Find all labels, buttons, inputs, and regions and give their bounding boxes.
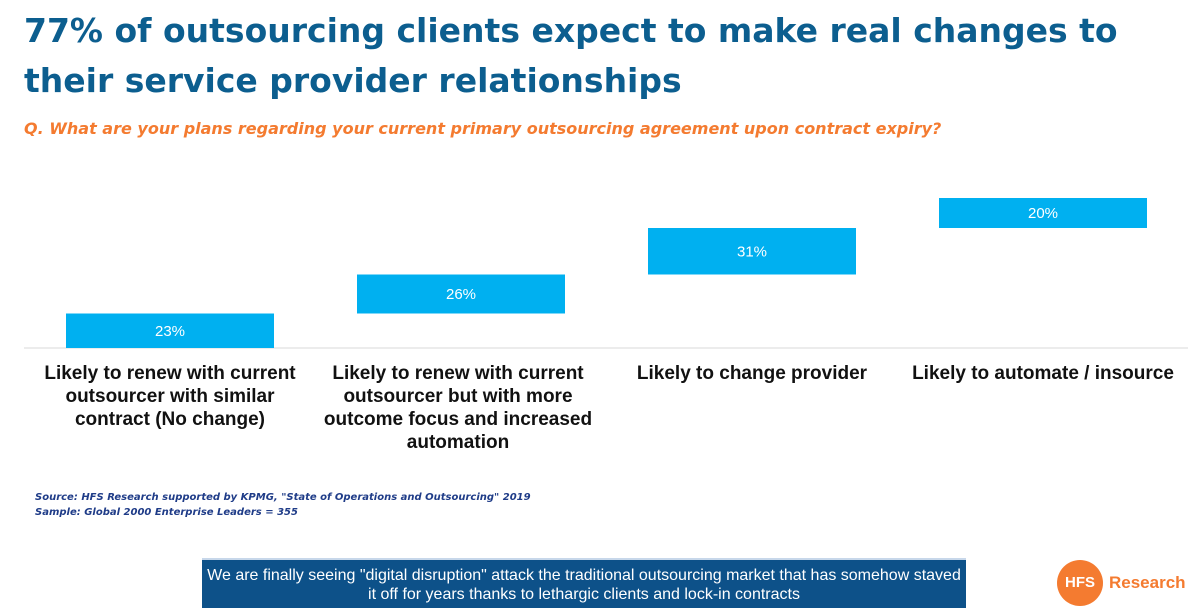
category-label-4: Likely to automate / insource: [912, 363, 1174, 384]
survey-question: Q. What are your plans regarding your cu…: [24, 119, 942, 138]
waterfall-chart: 23% 26% 31% 20%: [24, 198, 1188, 349]
callout-banner: We are finally seeing "digital disruptio…: [202, 558, 966, 608]
page-title: 77% of outsourcing clients expect to mak…: [24, 11, 1118, 100]
data-label-2: 26%: [446, 286, 476, 303]
hfs-logo: HFS Research: [1057, 560, 1197, 606]
bar-4: [939, 198, 1147, 228]
sample-text: Sample: Global 2000 Enterprise Leaders =…: [35, 507, 298, 518]
logo-mark: HFS: [1057, 560, 1103, 606]
data-label-1: 23%: [155, 323, 185, 340]
category-label-1: Likely to renew with current outsourcer …: [44, 363, 296, 430]
source-text: Source: HFS Research supported by KPMG, …: [35, 492, 531, 503]
logo-wordmark: Research: [1109, 573, 1186, 592]
source-note: Source: HFS Research supported by KPMG, …: [35, 490, 531, 520]
category-label-2: Likely to renew with current outsourcer …: [323, 363, 593, 453]
bar-2: [357, 274, 565, 314]
bar-1: [66, 313, 274, 348]
data-label-4: 20%: [1028, 205, 1058, 222]
category-label-3: Likely to change provider: [636, 363, 868, 384]
data-label-3: 31%: [737, 243, 767, 260]
bar-3: [648, 228, 856, 275]
